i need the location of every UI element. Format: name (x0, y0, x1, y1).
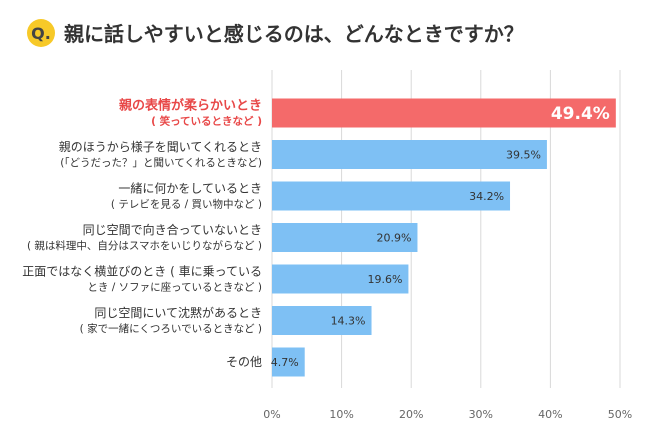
bar (272, 347, 305, 377)
x-tick-label: 40% (538, 408, 562, 421)
data-label: 39.5% (506, 149, 541, 162)
bar (272, 98, 616, 128)
x-tick-label: 0% (263, 408, 280, 421)
data-label: 19.6% (367, 273, 402, 286)
category-label: 親の表情が柔らかいとき (119, 98, 262, 114)
category-label: ( 家で一緒にくつろいでいるときなど ) (80, 322, 262, 335)
data-label: 49.4% (551, 104, 610, 124)
data-label: 14.3% (331, 315, 366, 328)
category-label: ( 笑っているときなど ) (151, 115, 262, 128)
data-label: 4.7% (271, 356, 299, 369)
question-title: 親に話しやすいと感じるのは、どんなときですか？ (64, 22, 524, 46)
data-label: 20.9% (377, 232, 412, 245)
category-label: (「どうだった？」と聞いてくれるときなど) (60, 157, 262, 169)
category-label: ( テレビを見る / 買い物中など ) (111, 198, 262, 211)
x-tick-label: 10% (329, 408, 353, 421)
category-label: 親のほうから様子を聞いてくれるとき (59, 140, 262, 154)
category-label: 同じ空間で向き合っていないとき (83, 222, 262, 237)
x-axis-ticks: 0% 10% 20% 30% 40% 50% (263, 408, 632, 421)
category-label: 同じ空間にいて沈黙があるとき (94, 305, 262, 320)
category-label: ( 親は料理中、自分はスマホをいじりながらなど ) (27, 239, 262, 252)
bar (272, 264, 409, 294)
category-label: とき / ソファに座っているときなど ) (87, 281, 262, 294)
q-badge-label: Q. (31, 24, 51, 43)
category-label: その他 (226, 355, 262, 369)
bar (272, 223, 418, 252)
data-label: 34.2% (469, 190, 504, 203)
category-labels: 親の表情が柔らかいとき( 笑っているときなど ) 親のほうから様子を聞いてくれると… (22, 98, 262, 370)
category-label: 一緒に何かをしているとき (118, 181, 262, 196)
x-tick-label: 50% (608, 408, 632, 421)
bar (272, 140, 547, 169)
bar (272, 181, 511, 211)
bar (272, 306, 372, 335)
question-header: Q. 親に話しやすいと感じるのは、どんなときですか？ (27, 19, 524, 47)
x-tick-label: 20% (399, 408, 423, 421)
category-label: 正面ではなく横並びのとき ( 車に乗っている (22, 265, 262, 279)
q-badge-icon (27, 19, 55, 47)
x-tick-label: 30% (469, 408, 493, 421)
bar-series: 49.4% 39.5% 34.2% 20.9% 19.6% 14.3% 4.7% (271, 98, 616, 377)
